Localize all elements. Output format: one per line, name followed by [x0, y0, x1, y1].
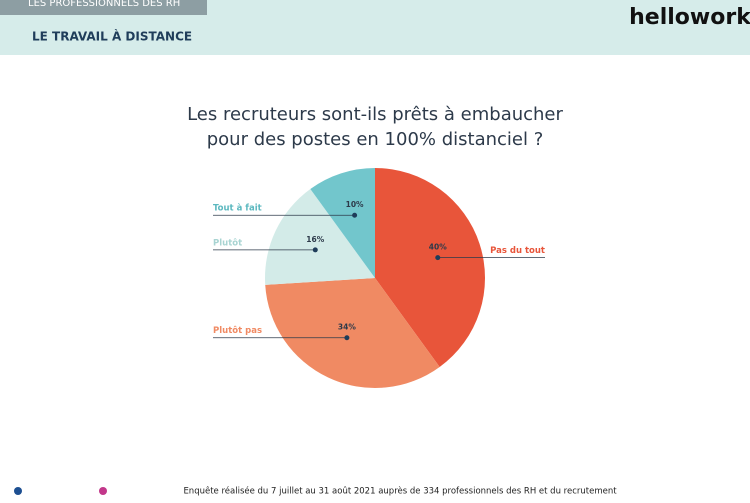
- top-tab: [0, 0, 207, 15]
- chart-title: Les recruteurs sont-ils prêts à embauche…: [187, 104, 563, 125]
- pie-slice: [265, 278, 440, 388]
- pie-slice: [375, 168, 485, 367]
- logo-icon: [14, 487, 22, 495]
- data-label: 10%: [346, 200, 364, 209]
- data-label: 40%: [429, 243, 447, 252]
- chart-title: pour des postes en 100% distanciel ?: [207, 129, 544, 150]
- logo-icon: [99, 487, 107, 495]
- logo: hellowork: [629, 5, 750, 30]
- pie-slice: [265, 189, 375, 285]
- top-label: LES PROFESSIONNELS DES RH: [28, 0, 180, 9]
- data-label: 16%: [306, 235, 324, 244]
- leader-dot: [312, 247, 318, 253]
- legend-label: Tout à fait: [213, 204, 262, 214]
- pie-slice: [310, 168, 375, 278]
- leader-dot: [344, 335, 350, 341]
- leader-dot: [435, 255, 441, 261]
- section-title: LE TRAVAIL À DISTANCE: [32, 29, 192, 44]
- legend-label: Plutôt pas: [213, 325, 262, 336]
- legend-label: Plutôt: [213, 237, 242, 248]
- data-label: 34%: [338, 323, 356, 332]
- legend-label: Pas du tout: [490, 246, 545, 256]
- leader-dot: [352, 212, 358, 218]
- footer-note: Enquête réalisée du 7 juillet au 31 août…: [183, 486, 617, 497]
